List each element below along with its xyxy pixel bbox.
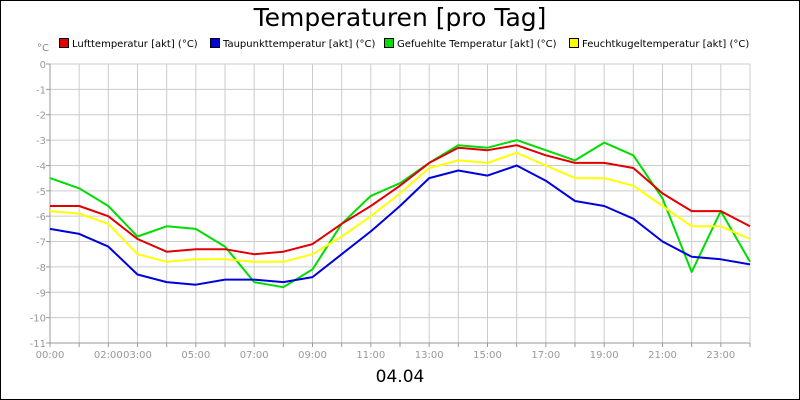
y-tick-label: -2 xyxy=(36,111,46,122)
legend-swatch xyxy=(384,38,394,48)
x-tick-label: 00:00 xyxy=(36,350,65,361)
legend-label: Lufttemperatur [akt] (°C) xyxy=(72,39,198,50)
x-tick-label: 02:00 xyxy=(94,350,123,361)
series-line-0 xyxy=(50,144,751,256)
legend-item: Gefuehlte Temperatur [akt] (°C) xyxy=(384,38,556,50)
y-tick-label: -9 xyxy=(36,288,46,299)
chart-title: Temperaturen [pro Tag] xyxy=(253,3,547,32)
y-tick-label: -6 xyxy=(36,212,46,223)
x-tick-label: 17:00 xyxy=(531,350,560,361)
y-tick-label: -1 xyxy=(36,85,46,96)
series-line-3 xyxy=(49,151,751,263)
legend-swatch xyxy=(210,38,220,48)
y-tick-label: 0 xyxy=(40,60,46,71)
y-tick-label: -10 xyxy=(30,314,46,325)
x-axis-date-label: 04.04 xyxy=(375,367,425,387)
x-tick-label: 21:00 xyxy=(648,350,677,361)
y-tick-label: -11 xyxy=(30,339,46,350)
legend-label: Gefuehlte Temperatur [akt] (°C) xyxy=(397,39,557,50)
x-tick-label: 09:00 xyxy=(298,350,327,361)
x-tick-label: 07:00 xyxy=(240,350,269,361)
y-tick-label: -4 xyxy=(36,161,46,172)
x-tick-label: 15:00 xyxy=(473,350,502,361)
legend-swatch xyxy=(569,38,579,48)
x-tick-label: 23:00 xyxy=(706,350,735,361)
legend-label: Taupunkttemperatur [akt] (°C) xyxy=(223,39,376,50)
legend-swatch xyxy=(59,38,69,48)
y-tick-label: -3 xyxy=(36,136,46,147)
series-line-1 xyxy=(49,164,751,286)
legend-item: Lufttemperatur [akt] (°C) xyxy=(59,38,198,50)
legend-item: Feuchtkugeltemperatur [akt] (°C) xyxy=(569,38,749,50)
legend-item: Taupunkttemperatur [akt] (°C) xyxy=(210,38,375,50)
y-tick-label: -7 xyxy=(36,238,46,249)
y-unit-label: °C xyxy=(37,43,49,54)
series-line-2 xyxy=(49,139,751,289)
legend-label: Feuchtkugeltemperatur [akt] (°C) xyxy=(582,39,750,50)
x-tick-label: 19:00 xyxy=(590,350,619,361)
y-tick-label: -5 xyxy=(36,187,46,198)
x-tick-label: 05:00 xyxy=(181,350,210,361)
x-tick-label: 13:00 xyxy=(415,350,444,361)
y-tick-label: -8 xyxy=(36,263,46,274)
x-tick-label: 11:00 xyxy=(356,350,385,361)
x-tick-label: 03:00 xyxy=(123,350,152,361)
